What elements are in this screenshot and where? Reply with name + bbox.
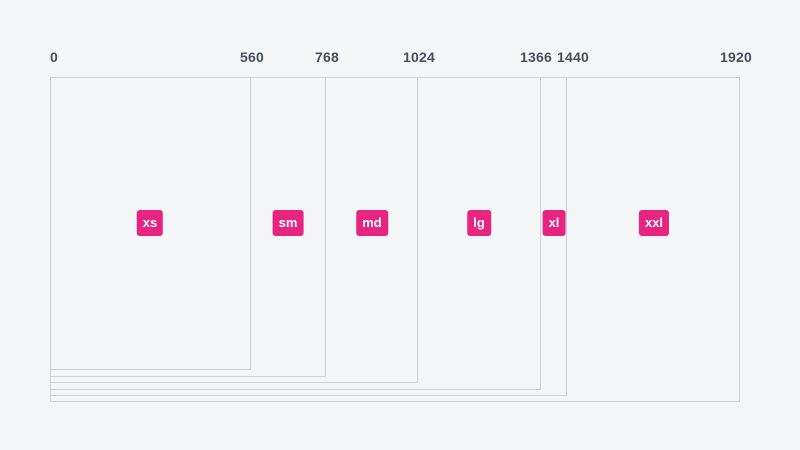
axis-tick-1440: 1440 [557,49,589,65]
axis-tick-768: 768 [315,49,339,65]
breakpoint-badge-xl: xl [542,210,566,236]
breakpoint-badge-xxl: xxl [638,210,670,236]
breakpoint-badge-sm: sm [272,210,304,236]
axis-tick-0: 0 [50,49,58,65]
axis-tick-1366: 1366 [520,49,552,65]
axis-tick-560: 560 [240,49,264,65]
axis-tick-1024: 1024 [403,49,435,65]
breakpoint-box-xs [50,77,251,370]
axis-tick-1920: 1920 [720,49,752,65]
breakpoint-badge-lg: lg [467,210,491,236]
breakpoint-badge-md: md [356,210,388,236]
breakpoint-badge-xs: xs [136,210,164,236]
